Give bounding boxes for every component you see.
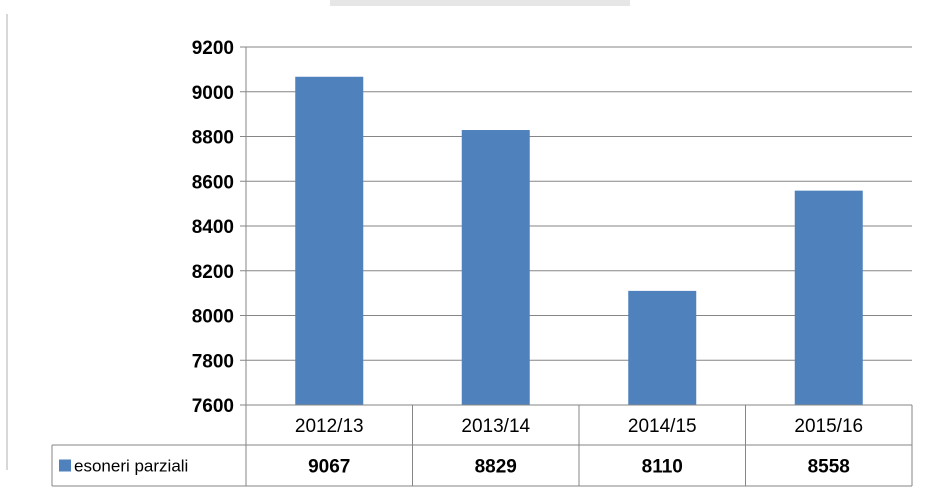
category-label: 2013/14 [461, 416, 530, 437]
data-value-label: 8558 [808, 457, 850, 478]
legend-swatch [59, 459, 71, 472]
y-tick-label: 8200 [192, 262, 234, 283]
y-tick-label: 8000 [192, 307, 234, 328]
legend-label: esoneri parziali [74, 457, 188, 476]
y-tick-label: 8400 [192, 217, 234, 238]
category-label: 2012/13 [295, 416, 364, 437]
y-tick-label: 7600 [192, 396, 234, 417]
y-tick-label: 8600 [192, 172, 234, 193]
bar [628, 290, 697, 405]
y-tick-label: 9000 [192, 83, 234, 104]
cropped-title-remnant [330, 0, 630, 6]
category-label: 2014/15 [628, 416, 697, 437]
y-tick-label: 7800 [192, 351, 234, 372]
data-value-label: 8829 [475, 457, 517, 478]
bar [461, 130, 530, 406]
category-label: 2015/16 [794, 416, 863, 437]
data-value-label: 9067 [308, 457, 350, 478]
bar [295, 76, 364, 405]
bar [794, 190, 863, 405]
y-tick-label: 8800 [192, 128, 234, 149]
y-tick-label: 9200 [192, 38, 234, 59]
data-value-label: 8110 [642, 457, 683, 478]
